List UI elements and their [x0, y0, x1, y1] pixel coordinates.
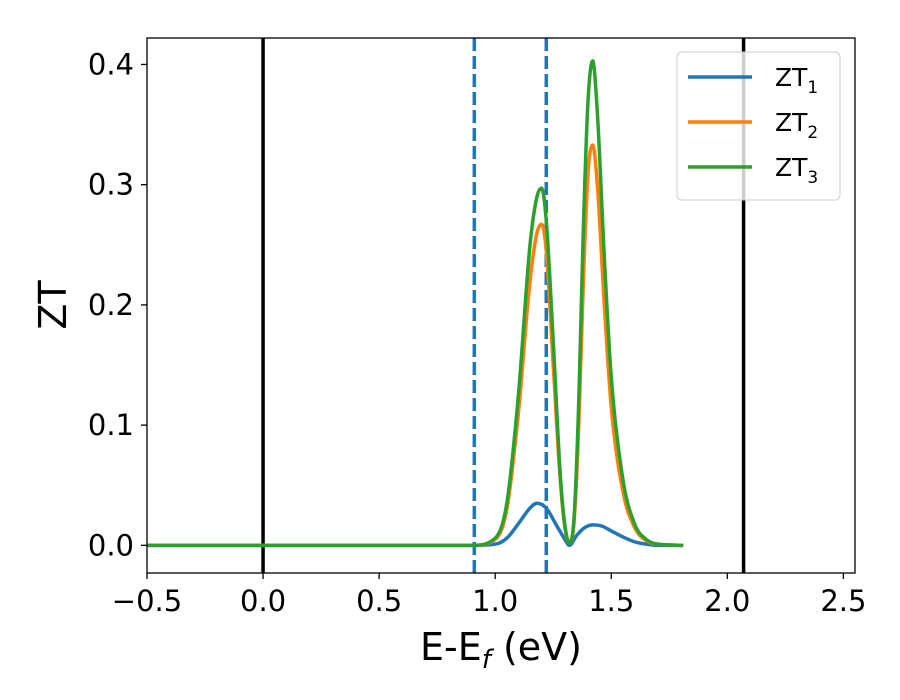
- series-lines: [147, 59, 684, 548]
- x-axis-title-unit: (eV): [491, 625, 582, 669]
- x-tick-label: 2.5: [820, 584, 866, 618]
- x-tick-label: −0.5: [112, 584, 182, 618]
- legend: ZT1 ZT2 ZT3: [676, 51, 841, 201]
- x-tick-label: 0.5: [356, 584, 402, 618]
- x-axis-title-main: E-E: [420, 625, 482, 669]
- legend-label-zt1: ZT1: [775, 63, 818, 98]
- y-axis: 0.0 0.1 0.2 0.3 0.4: [88, 47, 147, 562]
- series-line-zt3: [147, 59, 684, 548]
- x-axis: −0.5 0.0 0.5 1.0 1.5 2.0 2.5: [112, 573, 866, 618]
- y-tick-label: 0.1: [88, 408, 134, 442]
- legend-box: [676, 51, 841, 201]
- x-tick-label: 1.0: [472, 584, 518, 618]
- x-tick-label: 0.0: [240, 584, 286, 618]
- x-tick-label: 2.0: [704, 584, 750, 618]
- legend-label-zt3: ZT3: [775, 153, 818, 188]
- y-tick-label: 0.2: [88, 288, 134, 322]
- reference-lines: [261, 38, 746, 573]
- y-axis-title: ZT: [31, 280, 75, 330]
- series-line-zt1: [147, 501, 684, 548]
- x-axis-title: E-Ef (eV): [420, 625, 582, 675]
- legend-label-zt2: ZT2: [775, 108, 818, 143]
- y-tick-label: 0.3: [88, 168, 134, 202]
- y-tick-label: 0.4: [88, 47, 134, 81]
- y-tick-label: 0.0: [88, 528, 134, 562]
- x-tick-label: 1.5: [588, 584, 634, 618]
